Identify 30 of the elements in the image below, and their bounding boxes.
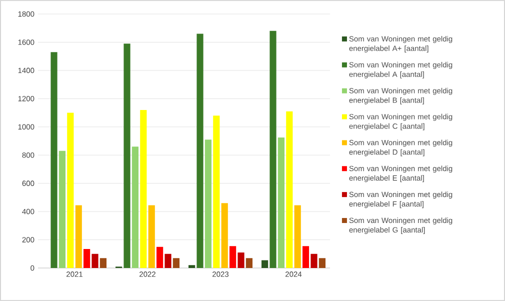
bar (124, 44, 130, 268)
bar (100, 258, 107, 268)
bar (262, 260, 268, 268)
bar (221, 203, 228, 268)
bar (238, 252, 244, 268)
bar (246, 258, 253, 268)
bar (204, 140, 212, 268)
bar (156, 246, 164, 268)
bar (188, 265, 196, 268)
bar (148, 205, 155, 268)
bar (84, 248, 90, 268)
bar (67, 112, 74, 268)
bar (213, 116, 220, 268)
bar (310, 254, 318, 268)
bar (278, 137, 285, 268)
bar (164, 254, 172, 268)
bar (196, 34, 204, 268)
bar (172, 258, 180, 268)
bar (132, 146, 139, 268)
bar (294, 205, 301, 268)
bar (50, 52, 58, 268)
bar (140, 110, 147, 268)
bar (302, 246, 310, 268)
bar (286, 111, 293, 268)
bar (230, 246, 236, 268)
bar (270, 30, 276, 268)
bar (58, 150, 66, 268)
bar (318, 258, 326, 268)
bar (92, 254, 98, 268)
bar (75, 205, 82, 268)
